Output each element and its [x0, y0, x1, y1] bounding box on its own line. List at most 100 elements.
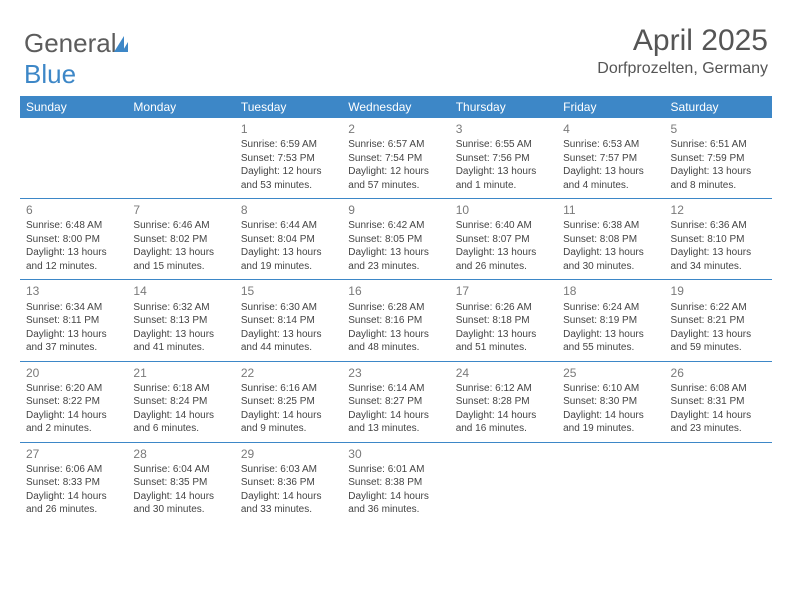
- daylight-text: Daylight: 14 hours and 2 minutes.: [26, 409, 121, 436]
- day-number: 25: [563, 365, 658, 381]
- sunrise-text: Sunrise: 6:18 AM: [133, 382, 228, 396]
- daylight-text: Daylight: 13 hours and 19 minutes.: [241, 246, 336, 273]
- day-number: 21: [133, 365, 228, 381]
- calendar-row: 20Sunrise: 6:20 AMSunset: 8:22 PMDayligh…: [20, 361, 772, 442]
- sunset-text: Sunset: 8:31 PM: [671, 395, 766, 409]
- sunset-text: Sunset: 7:54 PM: [348, 152, 443, 166]
- sunrise-text: Sunrise: 6:34 AM: [26, 301, 121, 315]
- day-number: 28: [133, 446, 228, 462]
- day-number: 14: [133, 283, 228, 299]
- day-number: 30: [348, 446, 443, 462]
- calendar-table: Sunday Monday Tuesday Wednesday Thursday…: [20, 96, 772, 523]
- daylight-text: Daylight: 14 hours and 9 minutes.: [241, 409, 336, 436]
- sunrise-text: Sunrise: 6:36 AM: [671, 219, 766, 233]
- logo-text-blue: Blue: [24, 59, 76, 89]
- daylight-text: Daylight: 13 hours and 12 minutes.: [26, 246, 121, 273]
- header-right: April 2025 Dorfprozelten, Germany: [597, 24, 768, 78]
- weekday-friday: Friday: [557, 96, 664, 118]
- weekday-tuesday: Tuesday: [235, 96, 342, 118]
- calendar-cell: 17Sunrise: 6:26 AMSunset: 8:18 PMDayligh…: [450, 280, 557, 361]
- calendar-cell: [665, 442, 772, 523]
- calendar-cell: 13 Sunrise: 6:34 AMSunset: 8:11 PMDayligh…: [20, 280, 127, 361]
- sunset-text: Sunset: 8:36 PM: [241, 476, 336, 490]
- calendar-cell: [127, 118, 234, 199]
- daylight-text: Daylight: 14 hours and 23 minutes.: [671, 409, 766, 436]
- day-number: 19: [671, 283, 766, 299]
- calendar-cell: 24Sunrise: 6:12 AMSunset: 8:28 PMDayligh…: [450, 361, 557, 442]
- day-number: 9: [348, 202, 443, 218]
- calendar-cell: 30Sunrise: 6:01 AMSunset: 8:38 PMDayligh…: [342, 442, 449, 523]
- daylight-text: Daylight: 12 hours and 53 minutes.: [241, 165, 336, 192]
- day-number: 18: [563, 283, 658, 299]
- calendar-cell: 7Sunrise: 6:46 AMSunset: 8:02 PMDaylight…: [127, 199, 234, 280]
- sunrise-text: Sunrise: 6:08 AM: [671, 382, 766, 396]
- sunrise-text: Sunrise: 6:48 AM: [26, 219, 121, 233]
- calendar-cell: 6Sunrise: 6:48 AMSunset: 8:00 PMDaylight…: [20, 199, 127, 280]
- weekday-thursday: Thursday: [450, 96, 557, 118]
- sunrise-text: Sunrise: 6:32 AM: [133, 301, 228, 315]
- day-number: 26: [671, 365, 766, 381]
- sunrise-text: Sunrise: 6:51 AM: [671, 138, 766, 152]
- weekday-header-row: Sunday Monday Tuesday Wednesday Thursday…: [20, 96, 772, 118]
- calendar-cell: [557, 442, 664, 523]
- sunrise-text: Sunrise: 6:55 AM: [456, 138, 551, 152]
- calendar-cell: 14Sunrise: 6:32 AMSunset: 8:13 PMDayligh…: [127, 280, 234, 361]
- sunrise-text: Sunrise: 6:59 AM: [241, 138, 336, 152]
- sunrise-text: Sunrise: 6:53 AM: [563, 138, 658, 152]
- sunset-text: Sunset: 8:16 PM: [348, 314, 443, 328]
- sunset-text: Sunset: 8:24 PM: [133, 395, 228, 409]
- sunrise-text: Sunrise: 6:16 AM: [241, 382, 336, 396]
- daylight-text: Daylight: 14 hours and 36 minutes.: [348, 490, 443, 517]
- calendar-cell: 22Sunrise: 6:16 AMSunset: 8:25 PMDayligh…: [235, 361, 342, 442]
- sunrise-text: Sunrise: 6:46 AM: [133, 219, 228, 233]
- calendar-cell: 12Sunrise: 6:36 AMSunset: 8:10 PMDayligh…: [665, 199, 772, 280]
- daylight-text: Daylight: 13 hours and 41 minutes.: [133, 328, 228, 355]
- daylight-text: Daylight: 13 hours and 23 minutes.: [348, 246, 443, 273]
- calendar-cell: 26Sunrise: 6:08 AMSunset: 8:31 PMDayligh…: [665, 361, 772, 442]
- sunrise-text: Sunrise: 6:06 AM: [26, 463, 121, 477]
- sunrise-text: Sunrise: 6:30 AM: [241, 301, 336, 315]
- daylight-text: Daylight: 13 hours and 59 minutes.: [671, 328, 766, 355]
- weekday-sunday: Sunday: [20, 96, 127, 118]
- calendar-cell: 10Sunrise: 6:40 AMSunset: 8:07 PMDayligh…: [450, 199, 557, 280]
- calendar-cell: 1Sunrise: 6:59 AMSunset: 7:53 PMDaylight…: [235, 118, 342, 199]
- daylight-text: Daylight: 13 hours and 34 minutes.: [671, 246, 766, 273]
- sunset-text: Sunset: 8:11 PM: [26, 314, 121, 328]
- daylight-text: Daylight: 14 hours and 30 minutes.: [133, 490, 228, 517]
- daylight-text: Daylight: 14 hours and 6 minutes.: [133, 409, 228, 436]
- calendar-cell: 19Sunrise: 6:22 AMSunset: 8:21 PMDayligh…: [665, 280, 772, 361]
- day-number: 23: [348, 365, 443, 381]
- sunrise-text: Sunrise: 6:03 AM: [241, 463, 336, 477]
- daylight-text: Daylight: 14 hours and 13 minutes.: [348, 409, 443, 436]
- daylight-text: Daylight: 13 hours and 4 minutes.: [563, 165, 658, 192]
- calendar-cell: [20, 118, 127, 199]
- daylight-text: Daylight: 13 hours and 44 minutes.: [241, 328, 336, 355]
- daylight-text: Daylight: 13 hours and 37 minutes.: [26, 328, 121, 355]
- sunset-text: Sunset: 8:07 PM: [456, 233, 551, 247]
- sunrise-text: Sunrise: 6:38 AM: [563, 219, 658, 233]
- sunset-text: Sunset: 8:14 PM: [241, 314, 336, 328]
- daylight-text: Daylight: 13 hours and 26 minutes.: [456, 246, 551, 273]
- daylight-text: Daylight: 13 hours and 55 minutes.: [563, 328, 658, 355]
- day-number: 13: [26, 283, 121, 299]
- sunset-text: Sunset: 8:38 PM: [348, 476, 443, 490]
- calendar-cell: 25Sunrise: 6:10 AMSunset: 8:30 PMDayligh…: [557, 361, 664, 442]
- calendar-cell: 9Sunrise: 6:42 AMSunset: 8:05 PMDaylight…: [342, 199, 449, 280]
- weekday-saturday: Saturday: [665, 96, 772, 118]
- sunrise-text: Sunrise: 6:42 AM: [348, 219, 443, 233]
- sunset-text: Sunset: 8:21 PM: [671, 314, 766, 328]
- day-number: 4: [563, 121, 658, 137]
- day-number: 22: [241, 365, 336, 381]
- day-number: 17: [456, 283, 551, 299]
- sunrise-text: Sunrise: 6:44 AM: [241, 219, 336, 233]
- logo: General Blue: [24, 28, 128, 90]
- logo-triangle-small-icon: [122, 42, 128, 52]
- calendar-cell: 4Sunrise: 6:53 AMSunset: 7:57 PMDaylight…: [557, 118, 664, 199]
- daylight-text: Daylight: 13 hours and 8 minutes.: [671, 165, 766, 192]
- sunset-text: Sunset: 8:00 PM: [26, 233, 121, 247]
- day-number: 24: [456, 365, 551, 381]
- sunrise-text: Sunrise: 6:04 AM: [133, 463, 228, 477]
- calendar-row: 27Sunrise: 6:06 AMSunset: 8:33 PMDayligh…: [20, 442, 772, 523]
- sunrise-text: Sunrise: 6:28 AM: [348, 301, 443, 315]
- daylight-text: Daylight: 14 hours and 19 minutes.: [563, 409, 658, 436]
